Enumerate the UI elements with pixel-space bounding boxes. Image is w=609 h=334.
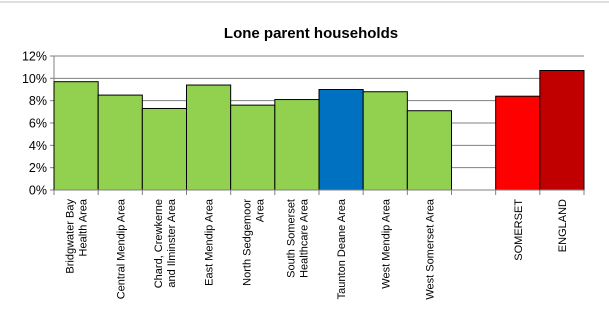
bar: [406, 110, 453, 191]
category-label: Chard, Crewkerne: [153, 199, 165, 288]
bar: [186, 84, 232, 191]
chart-title: Lone parent households: [224, 25, 398, 42]
category-label: Bridgwater Bay: [65, 199, 77, 274]
category-label: South Somerset: [285, 199, 297, 278]
category-label: SOMERSET: [513, 199, 525, 261]
y-tick-label: 4%: [29, 139, 47, 153]
y-tick-label: 0%: [29, 184, 47, 198]
category-label: and Ilminster Area: [166, 198, 178, 288]
category-label: North Sedgemoor: [241, 199, 253, 286]
category-label: West Mendip Area: [380, 198, 392, 289]
bars: [53, 70, 585, 191]
category-label: Area: [254, 198, 266, 222]
y-tick-label: 12%: [22, 50, 47, 64]
category-label: Central Mendip Area: [115, 198, 127, 299]
category-label: Taunton Deane Area: [336, 198, 348, 299]
category-label: ENGLAND: [557, 199, 569, 252]
category-label: West Somerset Area: [424, 198, 436, 300]
bar: [495, 95, 541, 191]
x-axis: [53, 189, 585, 195]
category-label: Healthcare Area: [298, 198, 310, 278]
y-tick-label: 10%: [22, 72, 47, 86]
y-tick-label: 6%: [29, 117, 47, 131]
y-axis: 0% 2% 4% 6% 8% 10% 12%: [22, 50, 55, 198]
bar: [97, 94, 143, 191]
y-tick-label: 8%: [29, 94, 47, 108]
category-label: Health Area: [78, 198, 90, 256]
bar: [274, 99, 320, 191]
bar: [53, 81, 99, 191]
bar: [230, 104, 276, 191]
bar: [318, 89, 364, 191]
bar: [539, 70, 585, 191]
bar: [141, 107, 187, 191]
y-tick-label: 2%: [29, 161, 47, 175]
category-label: East Mendip Area: [204, 198, 216, 286]
category-labels: Bridgwater Bay Health Area Central Mendip …: [65, 198, 569, 300]
bar: [362, 91, 408, 191]
